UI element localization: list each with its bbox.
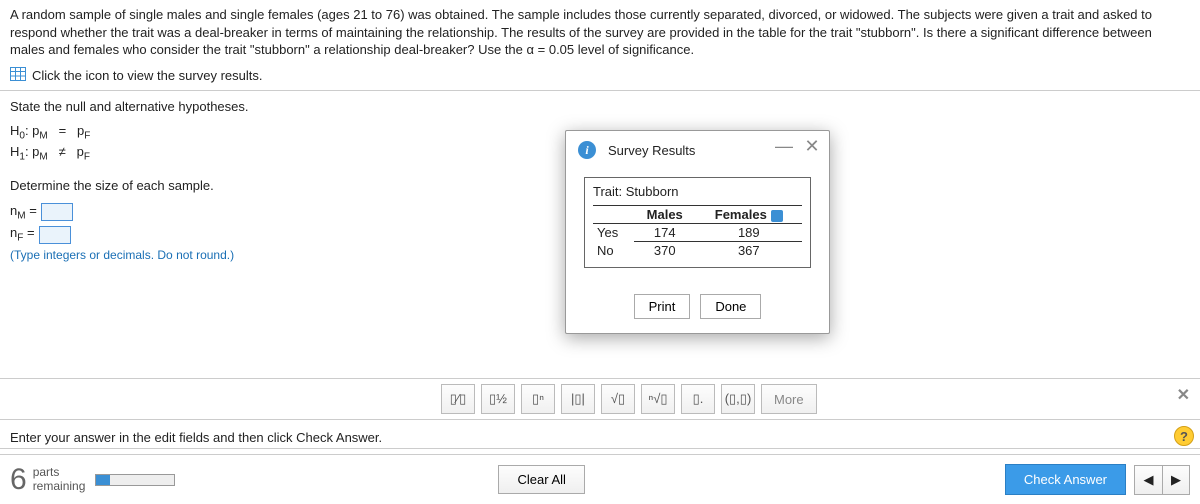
parts-count: 6 — [10, 463, 27, 497]
print-button[interactable]: Print — [634, 294, 691, 319]
view-results-text: Click the icon to view the survey result… — [32, 68, 262, 83]
nf-input[interactable] — [39, 226, 71, 244]
next-button[interactable]: ▶ — [1162, 465, 1190, 495]
col-males: Males — [634, 206, 696, 224]
close-icon[interactable]: ✕ — [803, 139, 821, 157]
survey-table: Males Females Yes 174 189 No 370 367 — [593, 205, 802, 259]
done-button[interactable]: Done — [700, 294, 761, 319]
trait-box: Trait: Stubborn Males Females Yes 174 18… — [584, 177, 811, 268]
toolbar-close-icon[interactable]: ✕ — [1177, 385, 1190, 405]
minimize-icon[interactable]: — — [775, 139, 793, 157]
sqrt-button[interactable]: √▯ — [601, 384, 635, 414]
progress-bar — [95, 474, 175, 486]
table-icon[interactable] — [10, 67, 26, 84]
mixed-fraction-button[interactable]: ▯½ — [481, 384, 515, 414]
parts-label: partsremaining — [33, 466, 86, 492]
abs-button[interactable]: |▯| — [561, 384, 595, 414]
table-row: Yes 174 189 — [593, 224, 802, 242]
copy-icon[interactable] — [771, 210, 783, 222]
trait-title: Trait: Stubborn — [593, 184, 802, 199]
more-button[interactable]: More — [761, 384, 817, 414]
footer-bar: 6 partsremaining Clear All Check Answer … — [0, 454, 1200, 504]
view-results-row: Click the icon to view the survey result… — [0, 63, 1200, 91]
nroot-button[interactable]: ⁿ√▯ — [641, 384, 675, 414]
subscript-button[interactable]: ▯. — [681, 384, 715, 414]
table-row: No 370 367 — [593, 242, 802, 260]
math-toolbar: ▯⁄▯ ▯½ ▯ⁿ |▯| √▯ ⁿ√▯ ▯. (▯,▯) More ✕ — [0, 378, 1200, 420]
problem-statement: A random sample of single males and sing… — [0, 0, 1200, 63]
help-icon[interactable]: ? — [1174, 426, 1194, 446]
clear-all-button[interactable]: Clear All — [498, 465, 584, 494]
check-answer-button[interactable]: Check Answer — [1005, 464, 1126, 495]
info-icon: i — [578, 141, 596, 159]
survey-results-popup: i Survey Results — ✕ Trait: Stubborn Mal… — [565, 130, 830, 334]
fraction-button[interactable]: ▯⁄▯ — [441, 384, 475, 414]
nm-input[interactable] — [41, 203, 73, 221]
prev-button[interactable]: ◀ — [1134, 465, 1162, 495]
popup-title: Survey Results — [608, 143, 695, 158]
paren-button[interactable]: (▯,▯) — [721, 384, 755, 414]
col-females: Females — [696, 206, 802, 224]
hypotheses-prompt: State the null and alternative hypothese… — [0, 91, 1200, 118]
instruction-text: Enter your answer in the edit fields and… — [10, 430, 382, 445]
exponent-button[interactable]: ▯ⁿ — [521, 384, 555, 414]
